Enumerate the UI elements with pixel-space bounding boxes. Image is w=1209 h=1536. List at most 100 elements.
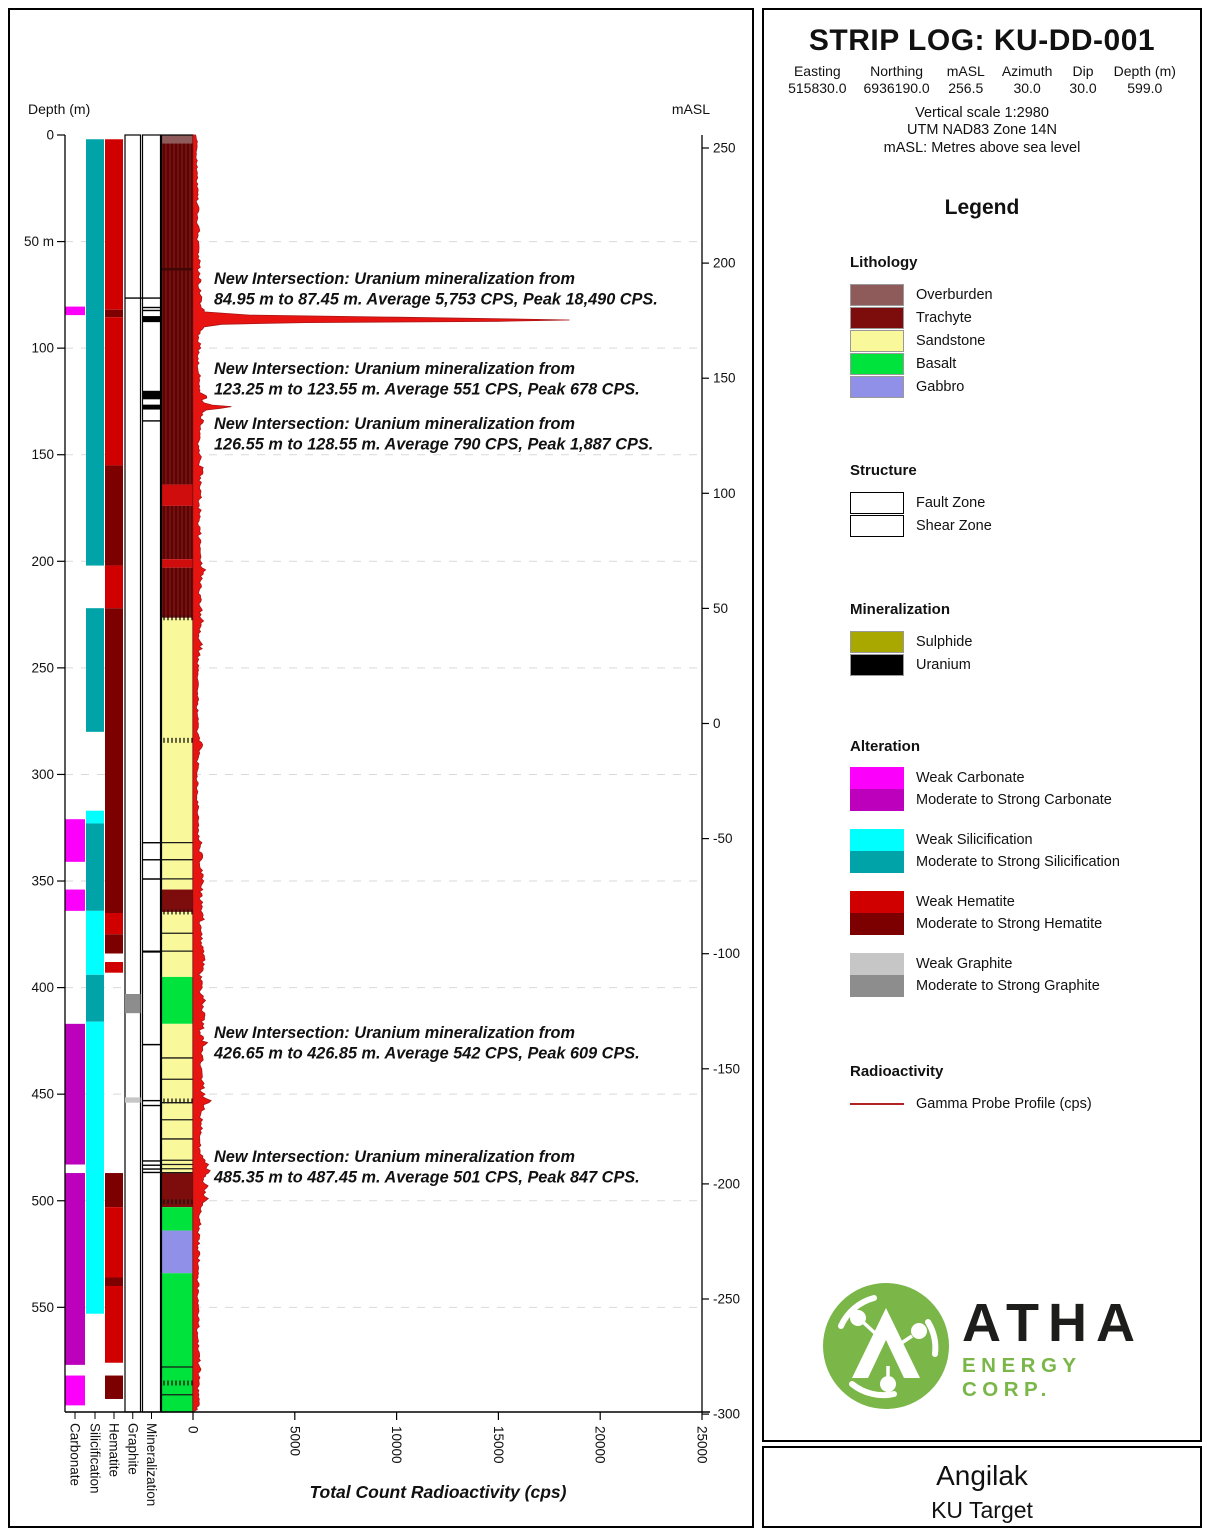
fault-pattern-swatch	[850, 491, 904, 514]
masl-tick-label: 200	[713, 256, 736, 271]
masl-tick-label: -300	[713, 1407, 740, 1422]
legend-item: Sulphide	[850, 630, 1200, 653]
field-label: Azimuth	[1001, 63, 1053, 79]
legend-pair-swatch	[850, 829, 904, 873]
gridlines	[65, 241, 702, 1308]
legend-label: Weak Hematite	[916, 894, 1015, 910]
field-value: 515830.0	[788, 80, 847, 96]
annotation-line: New Intersection: Uranium mineralization…	[214, 1148, 575, 1166]
legend-label: Shear Zone	[916, 517, 992, 534]
legend-section-mineralization: Mineralization Sulphide Uranium	[850, 601, 1200, 676]
legend-color-swatch	[850, 352, 904, 375]
collar-field: Azimuth 30.0	[1002, 63, 1053, 96]
legend-color-swatch	[850, 375, 904, 398]
carbonate-column-label: Carbonate	[68, 1423, 83, 1486]
collar-field: Depth (m) 599.0	[1114, 63, 1176, 96]
masl-tick-label: 100	[713, 486, 736, 501]
shear-pattern-swatch	[850, 514, 904, 537]
legend-pair-item: Weak Graphite Moderate to Strong Graphite	[850, 953, 1200, 997]
depth-tick-label: 50 m	[24, 234, 54, 249]
silicification-column-label: Silicification	[88, 1423, 103, 1494]
masl-tick-label: 150	[713, 371, 736, 386]
field-value: 30.0	[1013, 80, 1041, 96]
logo-sub-text: ENERGY CORP.	[962, 1354, 1082, 1401]
masl-tick-label: 250	[713, 141, 736, 156]
field-label: Easting	[793, 63, 841, 79]
annotation-line: 123.25 m to 123.55 m. Average 551 CPS, P…	[214, 381, 640, 399]
legend-item: Uranium	[850, 653, 1200, 676]
legend-pair-item: Weak Silicification Moderate to Strong Si…	[850, 829, 1200, 873]
page-title: STRIP LOG: KU-DD-001	[808, 24, 1156, 57]
legend-pair-swatch	[850, 891, 904, 935]
info-panel: STRIP LOG: KU-DD-001 Easting 515830.0 Nort…	[762, 8, 1202, 1442]
depth-tick-label: 350	[31, 874, 54, 889]
depth-tick-label: 550	[31, 1300, 54, 1315]
legend-label: Moderate to Strong Graphite	[916, 978, 1100, 994]
carbonate-track	[65, 306, 85, 1406]
legend-label: Weak Carbonate	[916, 770, 1025, 786]
legend-section-lithology: Lithology Overburden Trachyte Sandstone Basa…	[850, 254, 1200, 398]
legend-section-title: Radioactivity	[850, 1063, 944, 1080]
legend-label: Fault Zone	[916, 494, 986, 511]
legend-label: Sulphide	[916, 633, 973, 650]
annotation-line: New Intersection: Uranium mineralization…	[214, 415, 575, 433]
target-name: KU Target	[931, 1497, 1033, 1523]
depth-tick-label: 100	[31, 341, 54, 356]
field-value: 256.5	[948, 80, 984, 96]
company-logo: ATHA ENERGY CORP.	[764, 1268, 1200, 1438]
depth-tick-label: 150	[31, 447, 54, 462]
cps-tick-label: 5000	[287, 1426, 302, 1456]
cps-tick-label: 25000	[695, 1426, 710, 1464]
mineralization-track	[125, 134, 162, 1413]
collar-field: mASL 256.5	[947, 63, 985, 96]
field-value: 30.0	[1069, 80, 1097, 96]
legend-color-swatch	[850, 329, 904, 352]
graphite-track	[124, 134, 142, 1413]
legend-color-swatch	[850, 653, 904, 676]
cps-tick-label: 15000	[491, 1426, 506, 1464]
annotation-line: 126.55 m to 128.55 m. Average 790 CPS, P…	[214, 436, 653, 454]
annotation-line: 84.95 m to 87.45 m. Average 5,753 CPS, P…	[214, 291, 658, 309]
legend-label: Gamma Probe Profile (cps)	[916, 1095, 1092, 1112]
legend-color-swatch	[850, 306, 904, 329]
cps-tick-label: 10000	[389, 1426, 404, 1464]
depth-tick-label: 500	[31, 1193, 54, 1208]
masl-tick-label: -250	[713, 1292, 740, 1307]
legend-item: Fault Zone	[850, 491, 1200, 514]
legend-label: Gabbro	[916, 378, 965, 395]
legend-color-swatch	[850, 283, 904, 306]
legend-item: Sandstone	[850, 329, 1200, 352]
legend-item: Overburden	[850, 283, 1200, 306]
graphite-column-label: Graphite	[125, 1423, 140, 1475]
atha-logo-icon	[823, 1283, 949, 1409]
field-label: mASL	[946, 63, 985, 79]
field-label: Northing	[870, 63, 924, 79]
cps-tick-label: 0	[186, 1426, 201, 1434]
annotation-line: New Intersection: Uranium mineralization…	[214, 360, 575, 378]
masl-axis-title: mASL	[672, 101, 710, 117]
legend-label: Trachyte	[916, 309, 972, 326]
collar-fields: Easting 515830.0 Northing 6936190.0 mASL 256.…	[764, 63, 1200, 96]
project-name: Angilak	[936, 1460, 1028, 1491]
legend: Legend Lithology Overburden Trachyte Sandst…	[764, 196, 1200, 1115]
legend-item: Basalt	[850, 352, 1200, 375]
field-value: 6936190.0	[863, 80, 930, 96]
depth-axis-title: Depth (m)	[28, 101, 90, 117]
legend-item: Gamma Probe Profile (cps)	[850, 1092, 1200, 1115]
masl-tick-label: 50	[713, 601, 728, 616]
legend-color-swatch	[850, 630, 904, 653]
field-label: Dip	[1072, 63, 1094, 79]
annotation-line: 426.65 m to 426.85 m. Average 542 CPS, P…	[213, 1045, 640, 1063]
masl-tick-label: 0	[713, 716, 721, 731]
masl-tick-label: -50	[713, 831, 733, 846]
strip-log-chart: 050 m100150200250300350400450500550Depth…	[24, 101, 740, 1506]
depth-tick-label: 200	[31, 554, 54, 569]
legend-item: Gabbro	[850, 375, 1200, 398]
collar-field: Easting 515830.0	[788, 63, 846, 96]
field-value: 599.0	[1127, 80, 1163, 96]
legend-item: Shear Zone	[850, 514, 1200, 537]
masl-note: mASL: Metres above sea level	[883, 139, 1081, 156]
legend-label: Moderate to Strong Hematite	[916, 916, 1103, 932]
legend-pair-item: Weak Hematite Moderate to Strong Hematite	[850, 891, 1200, 935]
legend-pair-item: Weak Carbonate Moderate to Strong Carbona…	[850, 767, 1200, 811]
